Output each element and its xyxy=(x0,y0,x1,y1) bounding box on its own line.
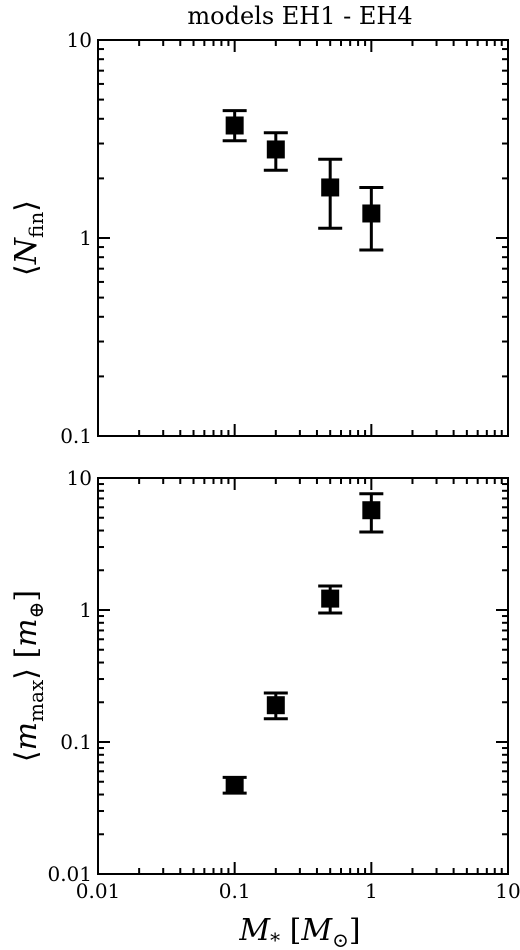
panel-top: 0.1 1 10 xyxy=(60,28,509,448)
top-ylabel: ⟨Nfin⟩ xyxy=(9,200,48,276)
data-point xyxy=(321,589,340,608)
y-tick-label: 1 xyxy=(79,226,92,250)
data-point xyxy=(362,204,381,223)
data-point xyxy=(362,501,381,520)
y-tick-label: 10 xyxy=(67,28,92,52)
y-tick-label: 0.1 xyxy=(60,424,92,448)
y-tick-label: 10 xyxy=(67,466,92,490)
data-point xyxy=(321,178,340,197)
bottom-xlabel: M* [M⊙] xyxy=(238,913,360,950)
data-point xyxy=(266,696,285,715)
data-point xyxy=(225,116,244,135)
chart-title: models EH1 - EH4 xyxy=(187,2,412,30)
y-tick-label: 1 xyxy=(79,598,92,622)
x-tick-label: 0.1 xyxy=(219,879,251,903)
plot-frame xyxy=(97,39,509,437)
x-tick-label: 10 xyxy=(495,879,520,903)
bottom-ylabel: ⟨mmax⟩ [m⊕] xyxy=(9,590,48,762)
panel-bottom: 0.01 0.1 1 10 0.01 0.1 1 10 xyxy=(47,466,520,903)
y-tick-label: 0.1 xyxy=(60,730,92,754)
x-tick-label: 0.01 xyxy=(76,879,121,903)
y-tick-label: 0.01 xyxy=(47,862,92,886)
plot-frame xyxy=(97,477,509,875)
x-tick-label: 1 xyxy=(365,879,378,903)
data-point xyxy=(225,776,244,795)
data-point xyxy=(266,140,285,159)
